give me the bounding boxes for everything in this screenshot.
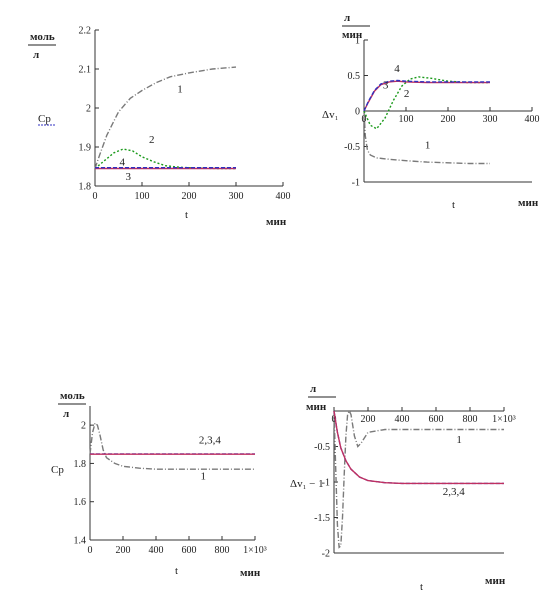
x-unit: мин (266, 216, 287, 228)
x-axis-label: t (452, 199, 455, 211)
y-tick-label: 1.8 (74, 459, 87, 470)
y-tick-label: 2.1 (79, 65, 92, 76)
series-line-1 (89, 421, 255, 470)
x-tick-label: 300 (229, 191, 244, 202)
x-unit: мин (518, 197, 539, 209)
x-tick-label: 1×10³ (243, 545, 267, 556)
series-annotation: 4 (394, 63, 400, 75)
series-annotation: 2,3,4 (199, 434, 222, 446)
y-unit-top: моль (60, 390, 85, 402)
series-annotation: 1 (201, 471, 207, 483)
y-unit-top: л (344, 12, 350, 24)
x-tick-label: 0 (88, 545, 93, 556)
series-line-2 (94, 148, 236, 170)
x-axis-label: t (175, 565, 178, 577)
x-tick-label: 800 (215, 545, 230, 556)
x-tick-label: 0 (93, 191, 98, 202)
x-tick-label: 200 (182, 191, 197, 202)
y-tick-label: -2 (322, 549, 330, 560)
y-tick-label: 1.9 (79, 143, 92, 154)
x-unit: мин (240, 567, 261, 579)
y-tick-label: 1 (355, 36, 360, 47)
y-unit-bottom: л (33, 49, 39, 61)
x-tick-label: 200 (441, 114, 456, 125)
series-annotation: 1 (177, 83, 183, 95)
y-axis-label: Δv₁ − 1 (290, 478, 324, 490)
y-unit-bottom: мин (342, 29, 363, 41)
y-tick-label: 0 (355, 107, 360, 118)
series-annotation: 2 (149, 134, 155, 146)
series-annotation: 4 (119, 156, 125, 168)
y-tick-label: 2 (81, 421, 86, 432)
series-annotation: 2 (404, 88, 410, 100)
x-tick-label: 300 (483, 114, 498, 125)
y-tick-label: -1 (322, 478, 330, 489)
series-annotation: 3 (126, 171, 132, 183)
chart-cp-bottom: 0 200 400 600 800 1×10³ 1.4 1.6 1.8 2 2,3,4 1 моль л C… (51, 390, 267, 579)
x-tick-label: 400 (149, 545, 164, 556)
y-tick-label: -1 (352, 178, 360, 189)
y-tick-label: 2.2 (79, 26, 92, 37)
x-axis-label: t (420, 581, 423, 593)
x-tick-label: 600 (182, 545, 197, 556)
series-line-1 (333, 409, 504, 549)
y-tick-label: 1.6 (74, 497, 87, 508)
x-tick-label: 400 (525, 114, 540, 125)
series-line-2-3-4 (333, 410, 504, 485)
y-tick-label: -0.5 (314, 442, 330, 453)
x-tick-label: 200 (116, 545, 131, 556)
series-annotation: 2,3,4 (443, 486, 466, 498)
series-line-1 (363, 110, 490, 165)
y-unit-top: моль (30, 31, 55, 43)
series-annotation: 1 (425, 140, 431, 152)
series-line-1 (94, 66, 237, 169)
x-tick-label: 800 (463, 414, 478, 425)
x-tick-label: 600 (429, 414, 444, 425)
x-tick-label: 200 (361, 414, 376, 425)
x-tick-label: 100 (399, 114, 414, 125)
series-line-4 (363, 79, 490, 112)
y-tick-label: -0.5 (344, 142, 360, 153)
series-line-2-3-4-solid- (333, 410, 504, 485)
y-tick-label: -1.5 (314, 513, 330, 524)
y-tick-label: 2 (86, 104, 91, 115)
x-tick-label: 400 (276, 191, 291, 202)
y-axis-label: Cp (51, 464, 64, 476)
x-tick-label: 1×10³ (492, 414, 516, 425)
y-unit-top: л (310, 383, 316, 395)
chart-dv1-bottom: 0 200 400 600 800 1×10³-2-1.5-1-0.512,3,4лмин… (290, 383, 516, 593)
y-axis-label: Cp (38, 113, 51, 125)
series-annotation: 3 (383, 79, 389, 91)
x-unit: мин (485, 575, 506, 587)
y-tick-label: 1.8 (79, 182, 92, 193)
y-unit-bottom: мин (306, 401, 327, 413)
y-tick-label: 1.4 (74, 536, 87, 547)
x-tick-label: 400 (395, 414, 410, 425)
series-annotation: 1 (456, 434, 462, 446)
y-axis-label: Δv₁ (322, 109, 339, 121)
y-tick-label: 0.5 (348, 71, 361, 82)
x-axis-label: t (185, 209, 188, 221)
y-unit-bottom: л (63, 408, 69, 420)
chart-cp-top: 0 100 200 300 400 1.8 1.9 2 2.1 2.2 1 2 43 моль л Cp t ми… (28, 26, 291, 228)
x-tick-label: 100 (135, 191, 150, 202)
